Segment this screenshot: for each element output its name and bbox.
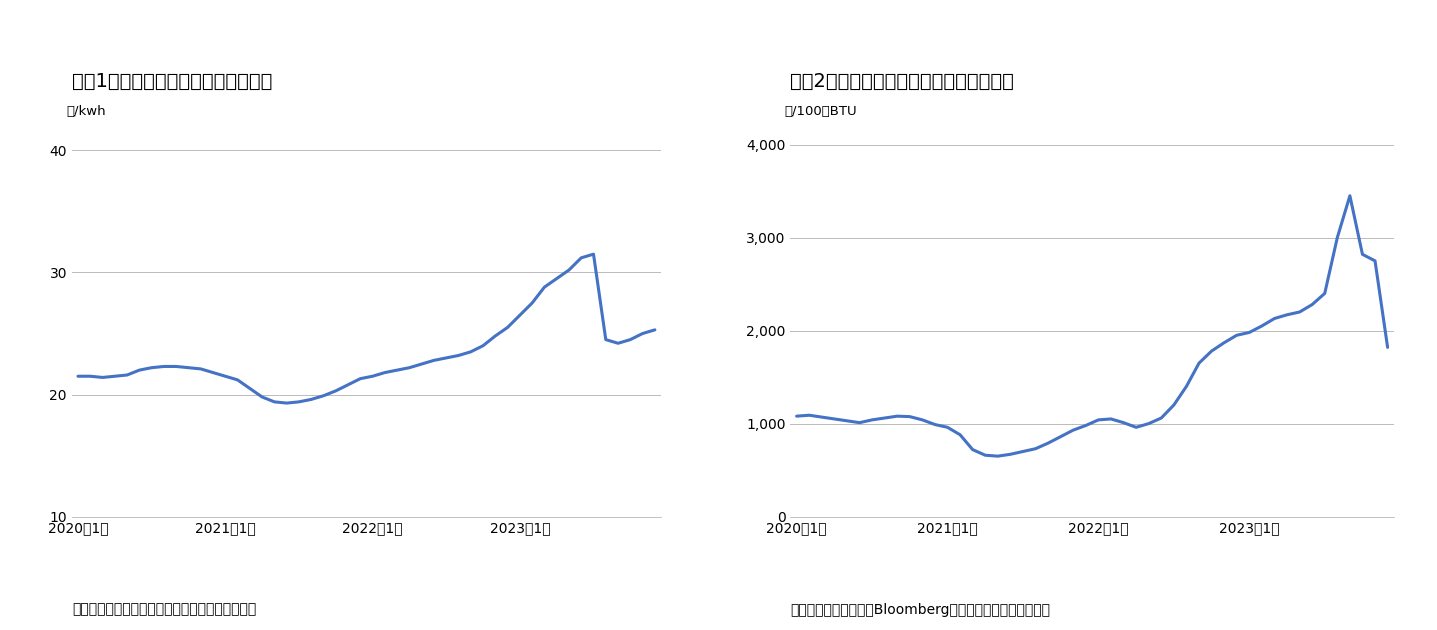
Text: 図袅2　天然ガス（日本輸入価格）の推移: 図袅2 天然ガス（日本輸入価格）の推移	[790, 72, 1015, 91]
Text: （資料）　世界銀行、Bloombergのデータをもとに筆者作成: （資料） 世界銀行、Bloombergのデータをもとに筆者作成	[790, 602, 1050, 617]
Text: 円/kwh: 円/kwh	[66, 105, 105, 118]
Text: （資料）　経済産業省のデータをもとに筆者作成: （資料） 経済産業省のデータをもとに筆者作成	[72, 602, 256, 617]
Text: 円/100万BTU: 円/100万BTU	[785, 105, 856, 118]
Text: 図袅1　電力価格（低圧電灯）の推移: 図袅1 電力価格（低圧電灯）の推移	[72, 72, 272, 91]
